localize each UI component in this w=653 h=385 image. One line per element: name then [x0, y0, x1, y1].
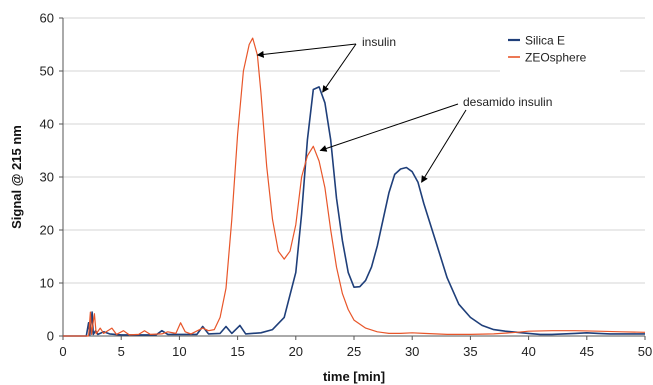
series-line-zeosphere [63, 37, 646, 337]
x-tick-label: 45 [580, 344, 594, 359]
annotations: insulin desamido insulin [256, 35, 552, 183]
tick-labels: 0 10 20 30 40 50 60 0 5 10 15 20 25 30 35 40 45 50 [40, 11, 653, 360]
legend-label: Silica E [525, 34, 565, 48]
y-axis-title: Signal @ 215 nm [9, 125, 24, 229]
annotation-arrow [421, 109, 467, 183]
legend-items: Silica E ZEOsphere [508, 34, 587, 65]
series-lines [63, 37, 646, 337]
annotation-label: insulin [362, 35, 396, 49]
y-tick-label: 0 [47, 329, 54, 344]
x-tick-label: 20 [289, 344, 303, 359]
legend-label: ZEOsphere [525, 51, 587, 65]
x-tick-label: 35 [463, 344, 477, 359]
x-tick-label: 0 [59, 344, 66, 359]
legend: Silica E ZEOsphere [500, 26, 620, 72]
x-tick-label: 25 [347, 344, 361, 359]
axes [59, 17, 646, 340]
y-tick-label: 40 [40, 117, 54, 132]
x-tick-label: 30 [405, 344, 419, 359]
x-tick-label: 15 [230, 344, 244, 359]
x-tick-label: 40 [521, 344, 535, 359]
x-axis-title: time [min] [323, 369, 385, 384]
annotation-arrow [322, 43, 357, 93]
x-tick-label: 5 [118, 344, 125, 359]
y-tick-label: 60 [40, 11, 54, 26]
y-tick-label: 30 [40, 170, 54, 185]
y-tick-label: 50 [40, 64, 54, 79]
x-tick-label: 50 [638, 344, 652, 359]
y-tick-label: 10 [40, 276, 54, 291]
annotation-arrow [256, 43, 357, 58]
annotation-arrow [319, 103, 459, 152]
annotation-label: desamido insulin [463, 95, 552, 109]
x-tick-label: 10 [172, 344, 186, 359]
y-tick-label: 20 [40, 223, 54, 238]
legend-box [500, 26, 620, 72]
gridlines [63, 17, 645, 284]
